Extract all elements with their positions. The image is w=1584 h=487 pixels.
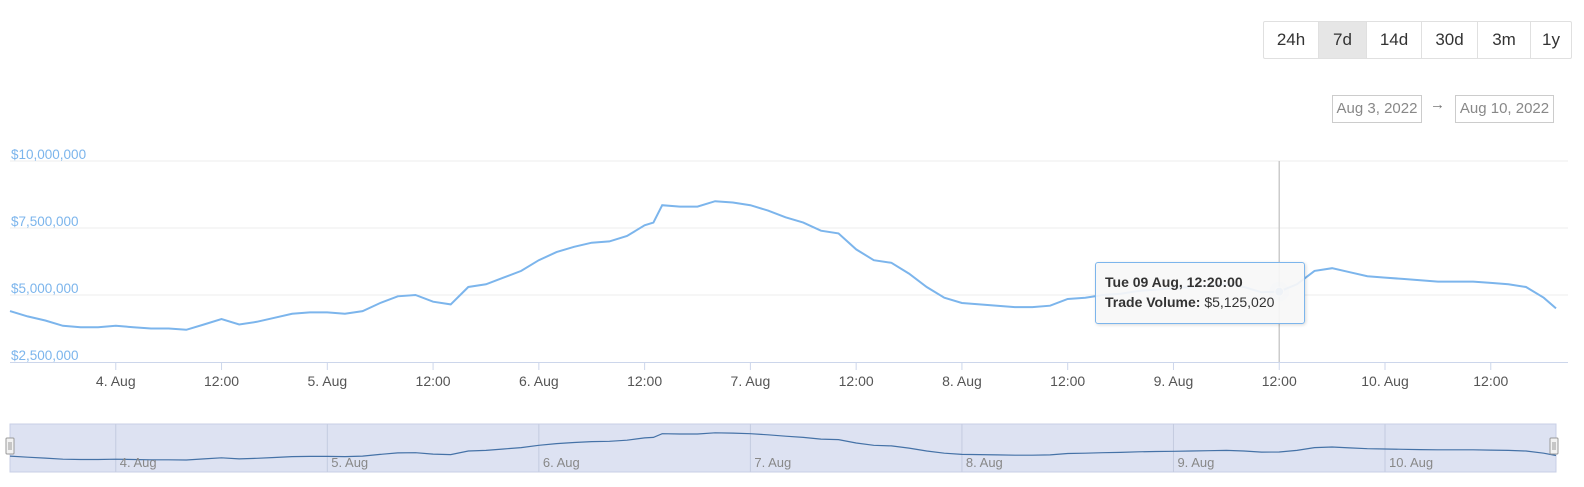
x-tick-label: 9. Aug bbox=[1154, 373, 1194, 389]
x-tick-label: 12:00 bbox=[204, 373, 239, 389]
range-button-7d[interactable]: 7d bbox=[1319, 22, 1367, 58]
navigator-label: 9. Aug bbox=[1177, 455, 1214, 470]
x-tick-label: 10. Aug bbox=[1361, 373, 1409, 389]
navigator[interactable]: 4. Aug 5. Aug 6. Aug 7. Aug 8. Aug 9. Aug 10. … bbox=[5, 423, 1559, 473]
navigator-label: 4. Aug bbox=[120, 455, 157, 470]
x-tick-label: 12:00 bbox=[1050, 373, 1085, 389]
tooltip-datetime: Tue 09 Aug, 12:20:00 bbox=[1105, 274, 1243, 290]
x-axis-labels: 4. Aug 12:00 5. Aug 12:00 6. Aug 12:00 7. Aug 1… bbox=[96, 373, 1509, 389]
x-tick-label: 8. Aug bbox=[942, 373, 982, 389]
x-tick-label: 12:00 bbox=[416, 373, 451, 389]
x-tick-label: 12:00 bbox=[627, 373, 662, 389]
navigator-label: 6. Aug bbox=[543, 455, 580, 470]
x-axis-ticks bbox=[115, 362, 1492, 370]
navigator-handle-right[interactable] bbox=[1549, 437, 1559, 455]
tooltip: Tue 09 Aug, 12:20:00 Trade Volume: $5,12… bbox=[1095, 262, 1305, 324]
navigator-label: 5. Aug bbox=[331, 455, 368, 470]
handle-body bbox=[5, 437, 15, 455]
range-button-3m[interactable]: 3m bbox=[1478, 22, 1531, 58]
x-tick-label: 7. Aug bbox=[731, 373, 771, 389]
range-button-24h[interactable]: 24h bbox=[1264, 22, 1319, 58]
trade-volume-line bbox=[9, 200, 1557, 331]
y-tick-label: $2,500,000 bbox=[11, 348, 79, 363]
x-tick-label: 12:00 bbox=[1473, 373, 1508, 389]
tooltip-label: Trade Volume: bbox=[1105, 294, 1201, 310]
y-tick-label: $5,000,000 bbox=[11, 281, 79, 296]
navigator-selection[interactable] bbox=[9, 423, 1557, 473]
x-tick-label: 5. Aug bbox=[307, 373, 347, 389]
range-button-1y[interactable]: 1y bbox=[1542, 30, 1560, 49]
tooltip-value: $5,125,020 bbox=[1204, 294, 1275, 310]
navigator-label: 8. Aug bbox=[966, 455, 1003, 470]
date-range-arrow: → bbox=[1430, 96, 1445, 113]
x-tick-label: 12:00 bbox=[1262, 373, 1297, 389]
range-selector: 24h 7d 14d 30d 3m 1y bbox=[1263, 21, 1572, 59]
date-to-input[interactable]: Aug 10, 2022 bbox=[1455, 95, 1554, 123]
range-button-14d[interactable]: 14d bbox=[1367, 22, 1422, 58]
y-tick-label: $10,000,000 bbox=[11, 147, 86, 162]
grid-lines bbox=[10, 160, 1568, 296]
y-tick-label: $7,500,000 bbox=[11, 214, 79, 229]
navigator-series-line bbox=[9, 432, 1557, 461]
range-button-30d[interactable]: 30d bbox=[1422, 22, 1478, 58]
tooltip-value-row: Trade Volume: $5,125,020 bbox=[1105, 294, 1274, 310]
x-tick-label: 4. Aug bbox=[96, 373, 136, 389]
x-tick-label: 6. Aug bbox=[519, 373, 559, 389]
handle-body bbox=[1549, 437, 1559, 455]
navigator-label: 10. Aug bbox=[1389, 455, 1433, 470]
y-axis-labels: $2,500,000 $5,000,000 $7,500,000 $10,000,00… bbox=[11, 147, 86, 363]
date-from-input[interactable]: Aug 3, 2022 bbox=[1332, 95, 1422, 123]
x-tick-label: 12:00 bbox=[839, 373, 874, 389]
navigator-label: 7. Aug bbox=[754, 455, 791, 470]
navigator-labels: 4. Aug 5. Aug 6. Aug 7. Aug 8. Aug 9. Aug 10. … bbox=[120, 455, 1433, 470]
navigator-grid bbox=[115, 424, 1386, 472]
navigator-handle-left[interactable] bbox=[5, 437, 15, 455]
